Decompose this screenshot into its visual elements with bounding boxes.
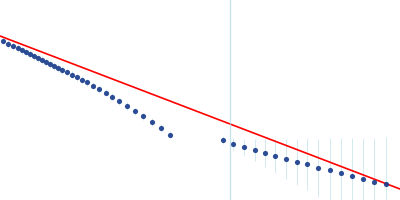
Point [55, 66, 62, 70]
Point [96, 88, 102, 91]
Point [167, 133, 174, 136]
Point [158, 126, 164, 130]
Point [31, 55, 38, 58]
Point [349, 174, 355, 178]
Point [27, 52, 34, 56]
Point [19, 49, 26, 52]
Point [69, 73, 75, 76]
Point [124, 104, 130, 108]
Point [39, 58, 46, 62]
Point [326, 169, 333, 172]
Point [14, 46, 21, 50]
Point [338, 172, 344, 175]
Point [230, 142, 236, 146]
Point [262, 152, 268, 155]
Point [360, 177, 366, 180]
Point [109, 95, 115, 98]
Point [0, 39, 6, 42]
Point [116, 100, 122, 103]
Point [43, 60, 50, 64]
Point [78, 78, 85, 81]
Point [132, 110, 138, 113]
Point [47, 62, 54, 66]
Point [140, 115, 146, 118]
Point [220, 138, 226, 142]
Point [272, 154, 278, 158]
Point [294, 160, 300, 163]
Point [84, 81, 90, 84]
Point [51, 64, 58, 68]
Point [304, 163, 310, 166]
Point [64, 71, 70, 74]
Point [90, 84, 96, 87]
Point [252, 148, 258, 151]
Point [149, 120, 155, 124]
Point [10, 44, 16, 48]
Point [315, 166, 322, 169]
Point [382, 183, 389, 186]
Point [102, 91, 109, 94]
Point [74, 76, 80, 79]
Point [371, 180, 378, 183]
Point [23, 50, 30, 54]
Point [5, 42, 11, 46]
Point [241, 146, 247, 149]
Point [59, 68, 66, 72]
Point [283, 158, 290, 161]
Point [35, 56, 42, 60]
